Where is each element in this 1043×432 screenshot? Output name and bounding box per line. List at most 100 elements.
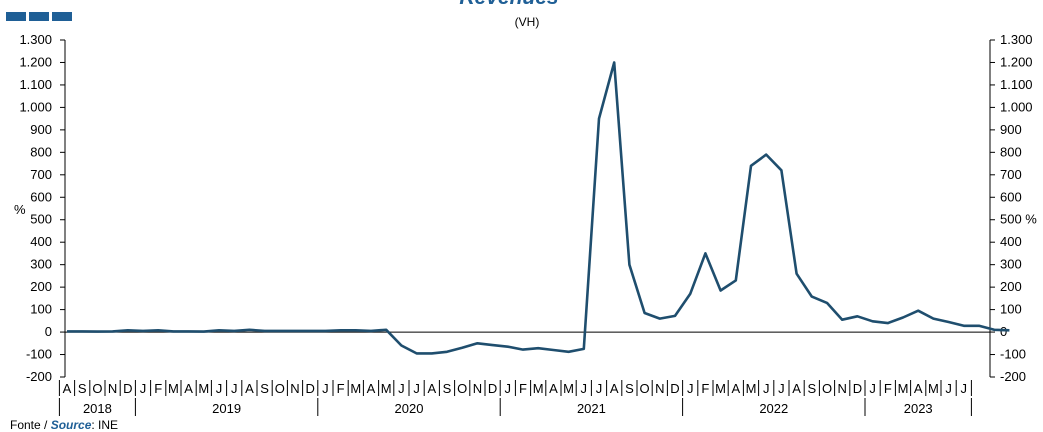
month-label: J: [961, 381, 968, 396]
month-label: A: [63, 381, 72, 396]
logo-block-2: [29, 12, 49, 21]
month-label: J: [413, 381, 420, 396]
month-label: J: [763, 381, 770, 396]
month-label: S: [807, 381, 816, 396]
month-label: A: [914, 381, 923, 396]
y-tick-label-left: 400: [30, 234, 52, 249]
month-label: S: [78, 381, 87, 396]
month-label: A: [792, 381, 801, 396]
month-label: S: [443, 381, 452, 396]
y-tick-label-right: 500 %: [1000, 212, 1037, 227]
y-tick-label-left: 300: [30, 257, 52, 272]
month-label: J: [140, 381, 147, 396]
y-tick-label-left: 100: [30, 302, 52, 317]
y-tick-label-left: 500: [30, 212, 52, 227]
month-label: M: [350, 381, 361, 396]
y-tick-label-left: 1.200: [19, 54, 52, 69]
month-label: S: [625, 381, 634, 396]
year-label: 2018: [83, 401, 112, 416]
month-label: N: [655, 381, 664, 396]
year-label: 2021: [577, 401, 606, 416]
month-label: F: [154, 381, 162, 396]
logo-block-1: [6, 12, 26, 21]
y-tick-label-left: 1.100: [19, 77, 52, 92]
y-tick-label-left: 0: [45, 324, 52, 339]
y-tick-label-right: 300: [1000, 257, 1022, 272]
month-label: J: [945, 381, 952, 396]
month-label: J: [505, 381, 512, 396]
y-tick-label-left: 700: [30, 167, 52, 182]
month-label: M: [198, 381, 209, 396]
y-tick-label-right: -200: [1000, 369, 1026, 384]
y-tick-label-right: 700: [1000, 167, 1022, 182]
y-tick-label-right: 900: [1000, 122, 1022, 137]
year-label: 2019: [212, 401, 241, 416]
month-label: D: [488, 381, 497, 396]
month-label: A: [731, 381, 740, 396]
month-label: A: [367, 381, 376, 396]
y-tick-label-left: -200: [26, 369, 52, 384]
month-label: J: [778, 381, 785, 396]
month-label: J: [596, 381, 603, 396]
month-label: J: [322, 381, 329, 396]
month-label: O: [275, 381, 285, 396]
series-lines: [66, 61, 1010, 355]
month-label: M: [928, 381, 939, 396]
month-label: D: [123, 381, 132, 396]
month-label: A: [245, 381, 254, 396]
y-tick-label-right: 1.000: [1000, 99, 1033, 114]
month-label: N: [108, 381, 117, 396]
y-axis-unit-left: %: [14, 202, 26, 217]
month-label: M: [381, 381, 392, 396]
month-label: D: [670, 381, 679, 396]
month-label: M: [168, 381, 179, 396]
logo-block-3: [52, 12, 72, 21]
month-label: J: [869, 381, 876, 396]
series-line: [67, 61, 1010, 355]
month-label: F: [337, 381, 345, 396]
month-label: A: [427, 381, 436, 396]
y-tick-label-left: 600: [30, 189, 52, 204]
y-tick-label-right: 800: [1000, 144, 1022, 159]
month-label: O: [457, 381, 467, 396]
y-tick-label-right: 1.200: [1000, 54, 1033, 69]
month-label: J: [581, 381, 588, 396]
month-label: F: [884, 381, 892, 396]
y-tick-label-left: 1.300: [19, 32, 52, 47]
source-note: Fonte / Source: INE: [10, 418, 118, 432]
month-label: N: [838, 381, 847, 396]
y-tick-label-right: 100: [1000, 302, 1022, 317]
month-label: D: [853, 381, 862, 396]
axes: -200 -200 -100 -100 0 0 100 100 200 200 300 300 400 4…: [19, 32, 1037, 384]
month-label: A: [184, 381, 193, 396]
month-label: O: [640, 381, 650, 396]
month-label: O: [822, 381, 832, 396]
chart-title: Revenues: [459, 0, 558, 9]
source-suffix: : INE: [91, 418, 119, 432]
source-italic: Source: [50, 418, 92, 432]
revenues-line-chart: Revenues (VH) % -200 -200 -100 -100 0 0 100 100…: [14, 0, 1037, 416]
y-tick-label-right: -100: [1000, 347, 1026, 362]
month-label: J: [398, 381, 405, 396]
month-label: J: [687, 381, 694, 396]
y-tick-label-left: -100: [26, 347, 52, 362]
y-tick-label-left: 1.000: [19, 99, 52, 114]
month-label: A: [549, 381, 558, 396]
ine-logo: [6, 12, 72, 21]
month-label: M: [746, 381, 757, 396]
month-label: O: [92, 381, 102, 396]
chart-subtitle: (VH): [515, 15, 540, 29]
year-label: 2020: [395, 401, 424, 416]
y-tick-label-right: 1.100: [1000, 77, 1033, 92]
y-tick-label-left: 200: [30, 279, 52, 294]
y-tick-label-right: 600: [1000, 189, 1022, 204]
source-prefix: Fonte /: [10, 418, 51, 432]
month-label: N: [290, 381, 299, 396]
y-tick-label-right: 0: [1000, 324, 1007, 339]
month-label: S: [260, 381, 269, 396]
y-tick-label-right: 200: [1000, 279, 1022, 294]
month-label: F: [701, 381, 709, 396]
month-label: M: [563, 381, 574, 396]
month-label: F: [519, 381, 527, 396]
month-label: D: [306, 381, 315, 396]
